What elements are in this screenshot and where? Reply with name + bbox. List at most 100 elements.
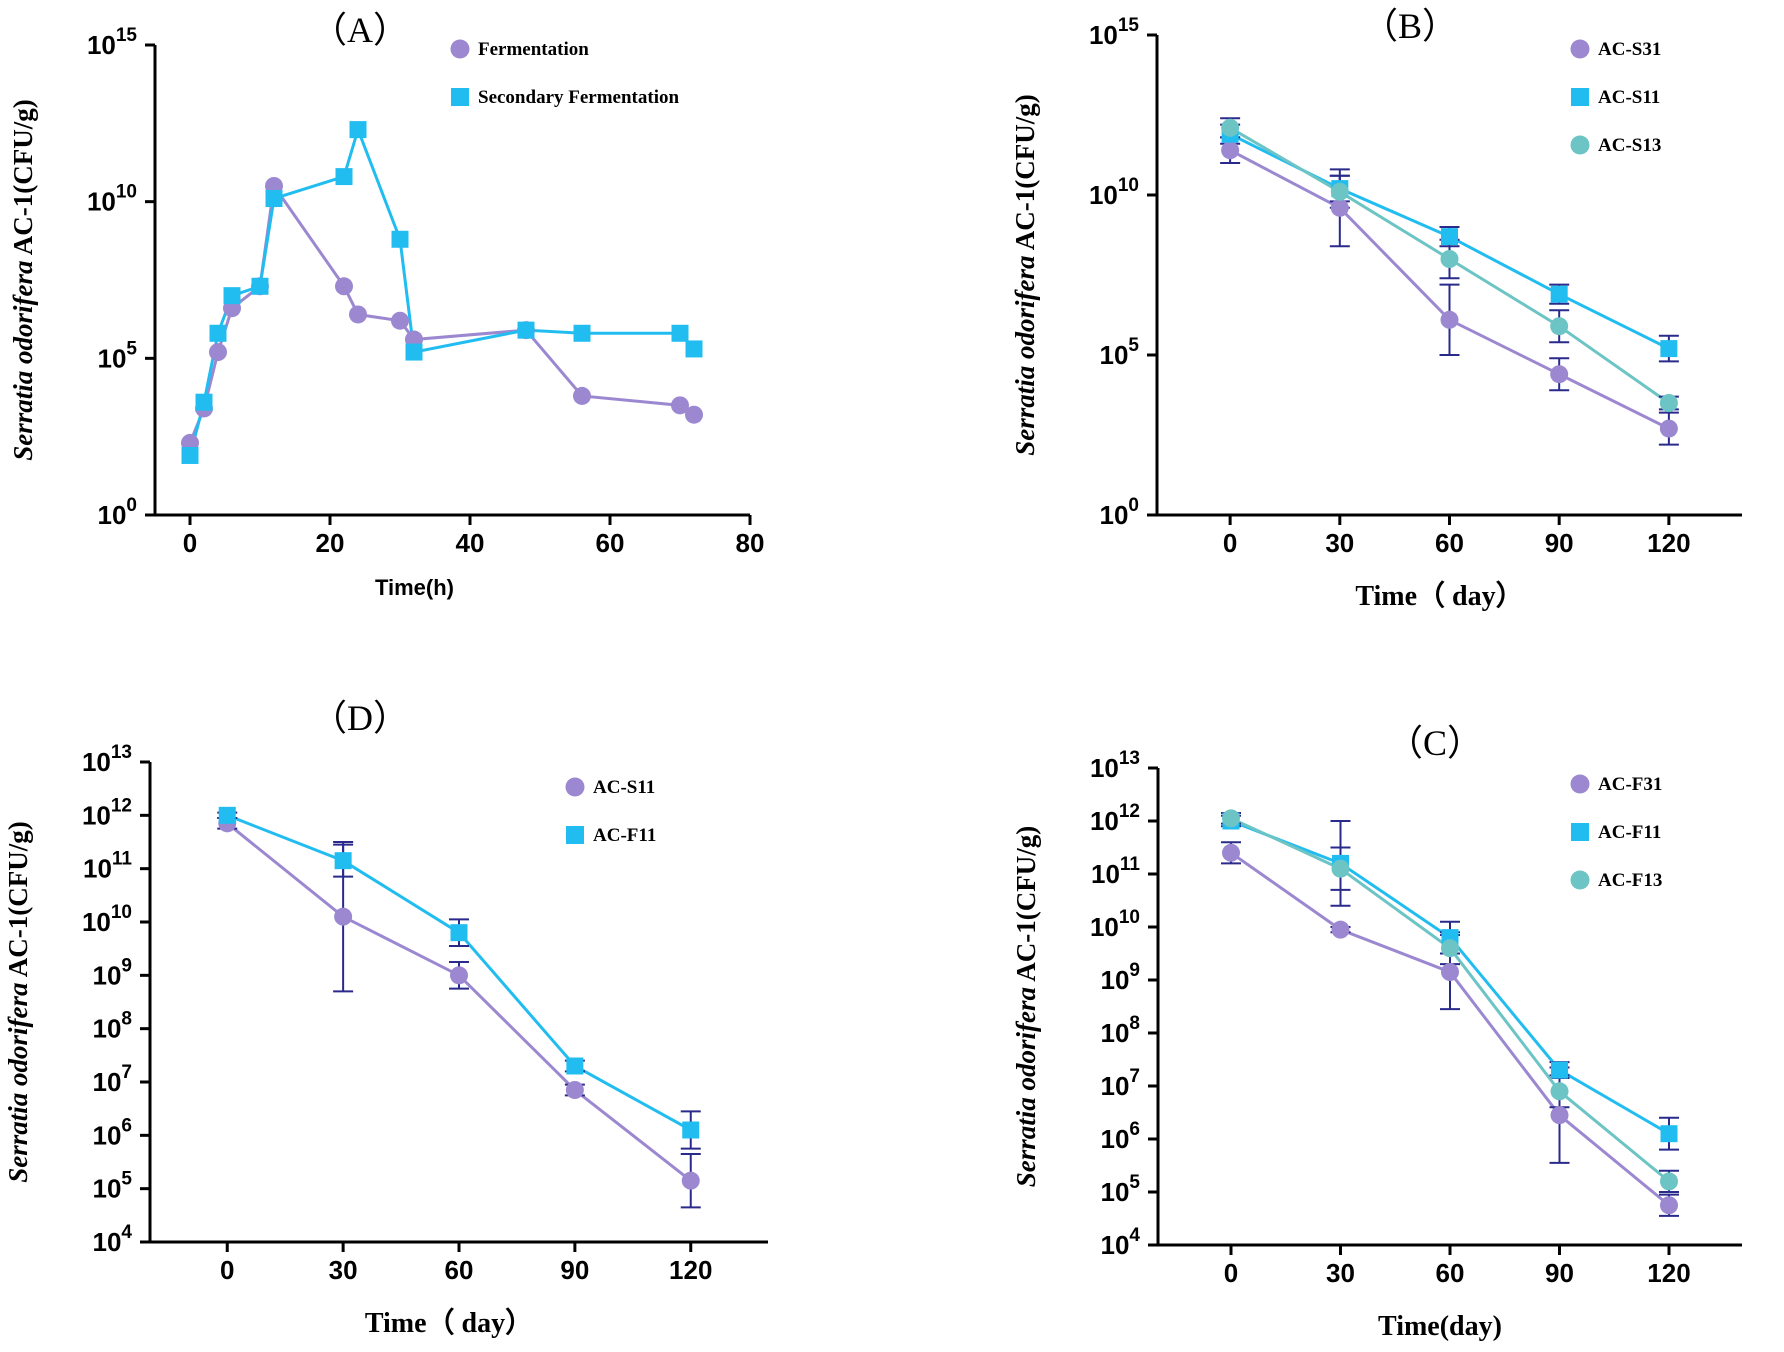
x-tick-label: 120 (669, 1255, 712, 1285)
data-point (1660, 1172, 1678, 1191)
legend-marker (1570, 870, 1590, 890)
legend-entry: AC-S11 (565, 777, 655, 798)
data-point (573, 386, 591, 405)
x-tick-label: 60 (596, 528, 625, 558)
x-tick-label: 30 (329, 1255, 358, 1285)
x-tick-label: 0 (183, 528, 197, 558)
x-tick-label: 30 (1326, 1258, 1355, 1288)
data-point (1551, 1061, 1568, 1079)
data-point (223, 287, 241, 305)
y-tick-label: 1013 (82, 742, 132, 777)
legend-entry: AC-S11 (1571, 87, 1660, 108)
data-point (1221, 141, 1240, 160)
legend-label: Secondary Fermentation (478, 87, 679, 108)
legend-marker (1570, 135, 1590, 155)
legend-entry: AC-F11 (566, 825, 656, 846)
data-point (1660, 340, 1678, 358)
legend-label: AC-F11 (1598, 822, 1661, 843)
data-point (1330, 182, 1349, 201)
y-tick-label: 105 (1101, 1172, 1141, 1207)
panel-a: （A） 0 20 40 60 80 100 105 1010 1015 Serratia odori… (8, 10, 764, 600)
y-tick-label: 1010 (1089, 175, 1139, 210)
x-axis-label: Time(h) (375, 575, 454, 600)
data-point (1550, 317, 1569, 336)
panel-c-title: （C） (1387, 723, 1483, 763)
y-tick-label: 105 (93, 1169, 133, 1204)
panel-d: （D） 0 30 60 90 120 104 105 106 107 108 109 1010 1011 1… (3, 698, 768, 1339)
data-point (391, 311, 409, 330)
y-axis-label: Serratia odorifera AC-1(CFU/g) (1010, 94, 1040, 456)
data-point (685, 340, 703, 358)
y-tick-label: 100 (1100, 495, 1140, 530)
legend-label: AC-F31 (1598, 774, 1662, 795)
legend-marker (565, 777, 585, 797)
x-tick-label: 120 (1647, 1258, 1690, 1288)
data-point (251, 277, 269, 295)
y-tick-label: 108 (1101, 1013, 1141, 1048)
x-tick-label: 0 (220, 1255, 234, 1285)
data-point (1660, 1196, 1678, 1215)
y-axis-label: Serratia odorifera AC-1(CFU/g) (1011, 826, 1041, 1188)
data-point (685, 405, 703, 424)
legend-label: AC-S31 (1598, 39, 1661, 60)
legend-marker (566, 826, 584, 844)
y-tick-label: 104 (1101, 1225, 1141, 1260)
data-point (265, 190, 283, 208)
legend-marker (1570, 39, 1590, 59)
y-tick-label: 1011 (1091, 854, 1140, 889)
panel-c: （C） 0 30 60 90 120 104 105 106 107 108 109 1010 1011 1… (1011, 723, 1742, 1342)
y-tick-label: 1012 (82, 795, 132, 830)
y-tick-label: 1013 (1090, 748, 1140, 783)
data-point (1440, 250, 1459, 268)
legend-marker (451, 88, 469, 106)
data-point (671, 396, 689, 415)
data-point (1330, 198, 1349, 217)
series-line-ac-f31 (1230, 851, 1670, 1207)
data-point (391, 230, 409, 248)
data-point (1550, 1082, 1569, 1101)
legend-entry: AC-F31 (1570, 774, 1662, 795)
data-point (1441, 228, 1458, 246)
x-tick-label: 90 (560, 1255, 589, 1285)
data-point (334, 907, 353, 926)
data-point (1441, 963, 1459, 982)
data-point (195, 393, 213, 411)
data-point (1331, 920, 1350, 939)
x-tick-label: 80 (736, 528, 765, 558)
panel-d-title: （D） (311, 698, 409, 738)
data-point (334, 852, 352, 870)
x-axis-label: Time(day) (1378, 1311, 1502, 1342)
y-tick-label: 1015 (87, 25, 137, 60)
x-axis-label: Time（ day） (365, 1306, 533, 1339)
legend-entry: Fermentation (450, 39, 589, 60)
legend-marker (1570, 774, 1590, 794)
y-axis-label: Serratia odorifera AC-1(CFU/g) (8, 99, 38, 461)
data-point (218, 806, 236, 824)
data-point (1659, 394, 1678, 412)
series-line-ac-s11 (226, 822, 692, 1182)
panel-a-title: （A） (311, 10, 409, 50)
y-tick-label: 107 (1101, 1066, 1141, 1101)
data-point (209, 343, 227, 362)
data-point (573, 324, 591, 342)
y-tick-label: 1010 (87, 182, 137, 217)
y-tick-label: 1010 (82, 902, 132, 937)
y-tick-label: 105 (1100, 335, 1140, 370)
data-point (1550, 1106, 1569, 1125)
data-point (181, 446, 199, 464)
legend-entry: Secondary Fermentation (451, 87, 679, 108)
x-tick-label: 60 (1435, 528, 1464, 558)
y-tick-label: 1011 (83, 849, 132, 884)
y-tick-label: 109 (93, 955, 133, 990)
y-tick-label: 104 (93, 1222, 133, 1257)
legend-entry: AC-S13 (1570, 135, 1661, 156)
x-tick-label: 60 (1436, 1258, 1465, 1288)
x-tick-label: 20 (316, 528, 345, 558)
data-point (335, 277, 353, 296)
data-point (1550, 365, 1569, 384)
data-point (1440, 310, 1459, 329)
series-line-fermentation (188, 182, 695, 444)
x-tick-label: 90 (1545, 1258, 1574, 1288)
legend-entry: AC-F11 (1571, 822, 1661, 843)
y-tick-label: 108 (93, 1009, 133, 1044)
